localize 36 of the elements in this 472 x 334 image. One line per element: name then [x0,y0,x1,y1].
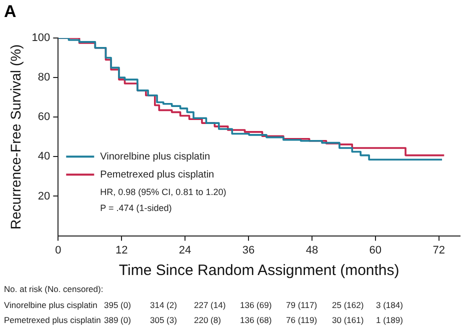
text: 220 (8) [194,315,221,325]
text: No. at risk (No. censored): [4,284,104,294]
text: 389 (0) [104,315,131,325]
y-axis-title: Recurrence-Free Survival (%) [7,44,24,230]
text: 314 (2) [150,300,177,310]
x-tick-label: 0 [55,244,62,256]
y-tick-label: 100 [32,32,50,44]
text: 30 (161) [332,315,364,325]
x-tick-label: 48 [306,244,318,256]
x-tick-label: 12 [115,244,128,256]
x-tick-label: 36 [242,244,255,256]
y-tick-label: 60 [38,111,50,124]
y-tick-label: 20 [38,190,50,202]
text: 3 (184) [376,300,403,310]
chart-title: A [4,2,16,22]
x-tick-label: 72 [432,244,445,256]
legend-label: Vinorelbine plus cisplatin [100,151,210,162]
text: Vinorelbine plus cisplatin [4,300,98,310]
annotation: P = .474 (1-sided) [100,203,172,214]
annotation: HR, 0.98 (95% CI, 0.81 to 1.20) [100,187,226,198]
y-tick-label: 80 [38,72,50,84]
x-tick-label: 24 [178,244,192,256]
text: 136 (69) [240,300,272,310]
x-axis-title: Time Since Random Assignment (months) [118,262,400,280]
x-tick-label: 60 [369,244,382,256]
text: 1 (189) [376,315,403,325]
text: 25 (162) [332,300,364,310]
y-tick-label: 40 [38,150,50,163]
text: 227 (14) [194,300,226,310]
text: 136 (68) [240,315,272,325]
text: 395 (0) [104,300,131,310]
text: 79 (117) [286,300,318,310]
legend-label: Pemetrexed plus cisplatin [100,169,214,180]
text: 76 (119) [286,315,318,325]
text: 305 (3) [150,315,177,325]
text: Pemetrexed plus cisplatin [4,315,101,325]
